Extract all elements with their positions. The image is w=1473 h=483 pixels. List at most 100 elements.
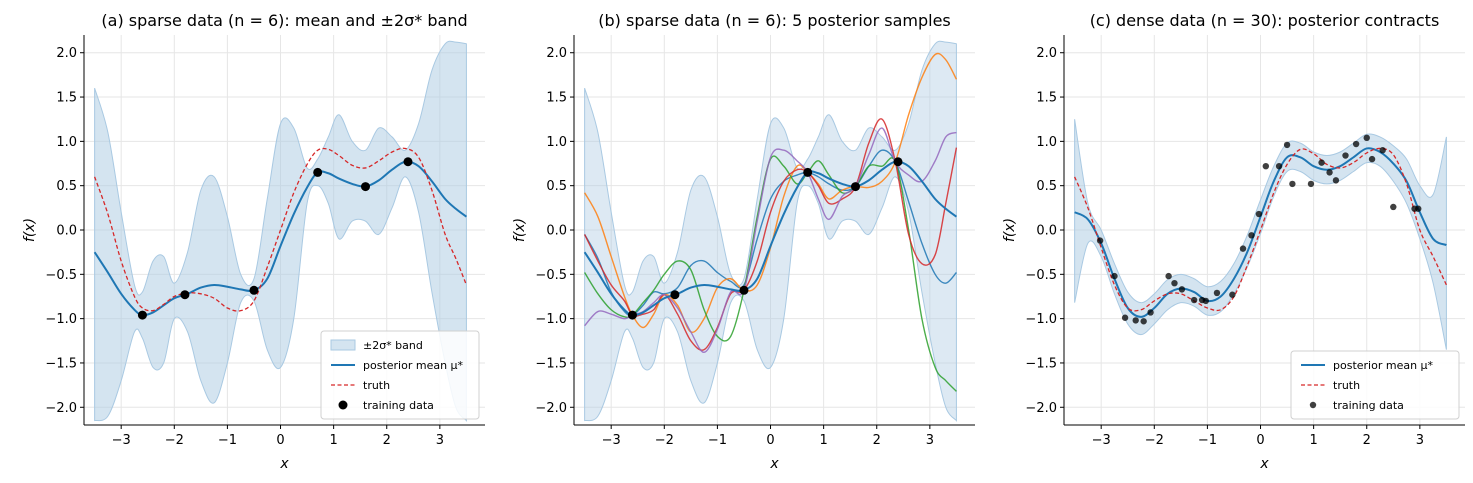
training-data-point — [1121, 314, 1129, 321]
training-data-point — [670, 290, 680, 300]
y-tick-label: 0.0 — [56, 224, 77, 239]
y-axis-label: f(x) — [512, 218, 528, 242]
x-tick-label: 0 — [766, 433, 774, 448]
x-axis-label: x — [769, 456, 779, 472]
legend-label: truth — [1333, 379, 1360, 392]
training-data-point — [1289, 180, 1296, 188]
y-tick-label: 1.5 — [546, 91, 567, 106]
y-tick-label: 2.0 — [546, 46, 567, 61]
y-tick-label: −2.0 — [1025, 401, 1057, 416]
x-tick-label: 2 — [1363, 433, 1371, 448]
legend: posterior mean μ* truth training data — [1290, 350, 1460, 420]
legend-label: posterior mean μ* — [1333, 359, 1434, 372]
training-data-point — [1213, 289, 1221, 297]
y-tick-label: −0.5 — [45, 268, 77, 283]
training-data-point — [1255, 210, 1263, 218]
y-tick-label: 1.5 — [1036, 91, 1057, 106]
training-data-point — [1415, 205, 1422, 212]
legend-label: training data — [363, 399, 434, 412]
legend: ±2σ* band posterior mean μ* truth training … — [320, 330, 480, 420]
y-tick-label: 1.0 — [546, 135, 567, 150]
training-data-point — [1326, 169, 1333, 176]
x-tick-label: −1 — [1198, 433, 1217, 448]
y-tick-label: −1.0 — [1025, 312, 1057, 327]
training-data-point — [1283, 141, 1291, 149]
x-tick-label: −3 — [602, 433, 621, 448]
y-tick-label: −2.0 — [535, 401, 567, 416]
training-data-point — [1202, 297, 1210, 305]
training-data-point — [1248, 232, 1255, 239]
x-axis-label: x — [1259, 456, 1269, 472]
training-data-point — [1368, 155, 1376, 163]
x-tick-label: 1 — [1309, 433, 1317, 448]
x-tick-label: 2 — [873, 433, 881, 448]
uncertainty-band — [584, 40, 957, 422]
x-tick-label: 3 — [926, 433, 934, 448]
x-tick-label: −1 — [218, 433, 237, 448]
training-data-point — [180, 290, 190, 300]
legend-label: ±2σ* band — [363, 339, 423, 352]
training-data-point — [1190, 296, 1198, 304]
training-data-point — [1132, 317, 1139, 324]
y-tick-label: −1.5 — [535, 356, 567, 371]
y-tick-label: −0.5 — [1025, 268, 1057, 283]
training-data-point — [1229, 291, 1236, 298]
y-axis-label: f(x) — [22, 218, 38, 242]
training-data-point — [1307, 180, 1315, 188]
training-data-point — [1239, 245, 1247, 252]
y-tick-label: 0.5 — [1036, 179, 1057, 194]
y-tick-label: 0.5 — [56, 179, 77, 194]
uncertainty-band — [1074, 119, 1447, 350]
x-tick-label: 0 — [276, 433, 284, 448]
training-data-point — [1262, 162, 1270, 170]
x-tick-label: 3 — [436, 433, 444, 448]
x-axis-label: x — [279, 456, 289, 472]
y-tick-label: 2.0 — [56, 46, 77, 61]
x-tick-label: −2 — [1145, 433, 1164, 448]
training-data-point — [1147, 309, 1154, 316]
legend-swatch-data — [338, 400, 348, 410]
legend-swatch-band — [330, 339, 356, 351]
training-data-point — [1140, 318, 1147, 325]
training-data-point — [360, 182, 370, 192]
x-tick-label: −2 — [655, 433, 674, 448]
panel-b: −3 −2 −1 0 1 2 3 −2.0 −1.5 −1.0 −0.5 0.0 0.5 1.0 1.5 2.… — [512, 11, 975, 472]
training-data-point — [1165, 272, 1172, 280]
x-tick-label: −1 — [708, 433, 727, 448]
training-data-point — [1379, 147, 1386, 154]
training-data-point — [739, 285, 749, 295]
training-data-point — [1318, 159, 1325, 166]
training-data-point — [1096, 237, 1104, 244]
y-tick-label: −1.5 — [45, 356, 77, 371]
legend-label: training data — [1333, 399, 1404, 412]
y-tick-label: 2.0 — [1036, 46, 1057, 61]
training-data-point — [1342, 152, 1349, 159]
training-data-point — [403, 157, 413, 167]
legend-box — [1290, 350, 1460, 420]
y-tick-label: −1.5 — [1025, 356, 1057, 371]
training-data-point — [1363, 134, 1370, 142]
legend-label: truth — [363, 379, 390, 392]
training-data-point — [1352, 140, 1360, 148]
training-data-point — [850, 182, 860, 192]
training-data-point — [1178, 286, 1186, 293]
training-data-point — [137, 310, 147, 320]
training-data-point — [313, 167, 323, 177]
training-data-point — [1332, 177, 1340, 184]
training-data-point — [249, 285, 259, 295]
training-data-point — [1171, 279, 1178, 287]
training-data-point — [1390, 203, 1397, 211]
chart-title: (b) sparse data (n = 6): 5 posterior sam… — [598, 11, 951, 30]
x-tick-label: 3 — [1416, 433, 1424, 448]
legend-label: posterior mean μ* — [363, 359, 464, 372]
y-tick-label: 0.5 — [546, 179, 567, 194]
panel-c: −3 −2 −1 0 1 2 3 −2.0 −1.5 −1.0 −0.5 0.0 0.5 1.0 1.5 2.… — [1002, 11, 1465, 472]
x-tick-label: 0 — [1256, 433, 1264, 448]
x-tick-label: 1 — [329, 433, 337, 448]
y-tick-label: −2.0 — [45, 401, 77, 416]
training-data-point — [893, 157, 903, 167]
truth-line — [94, 147, 468, 312]
training-data-point — [803, 167, 813, 177]
y-tick-label: −0.5 — [535, 268, 567, 283]
